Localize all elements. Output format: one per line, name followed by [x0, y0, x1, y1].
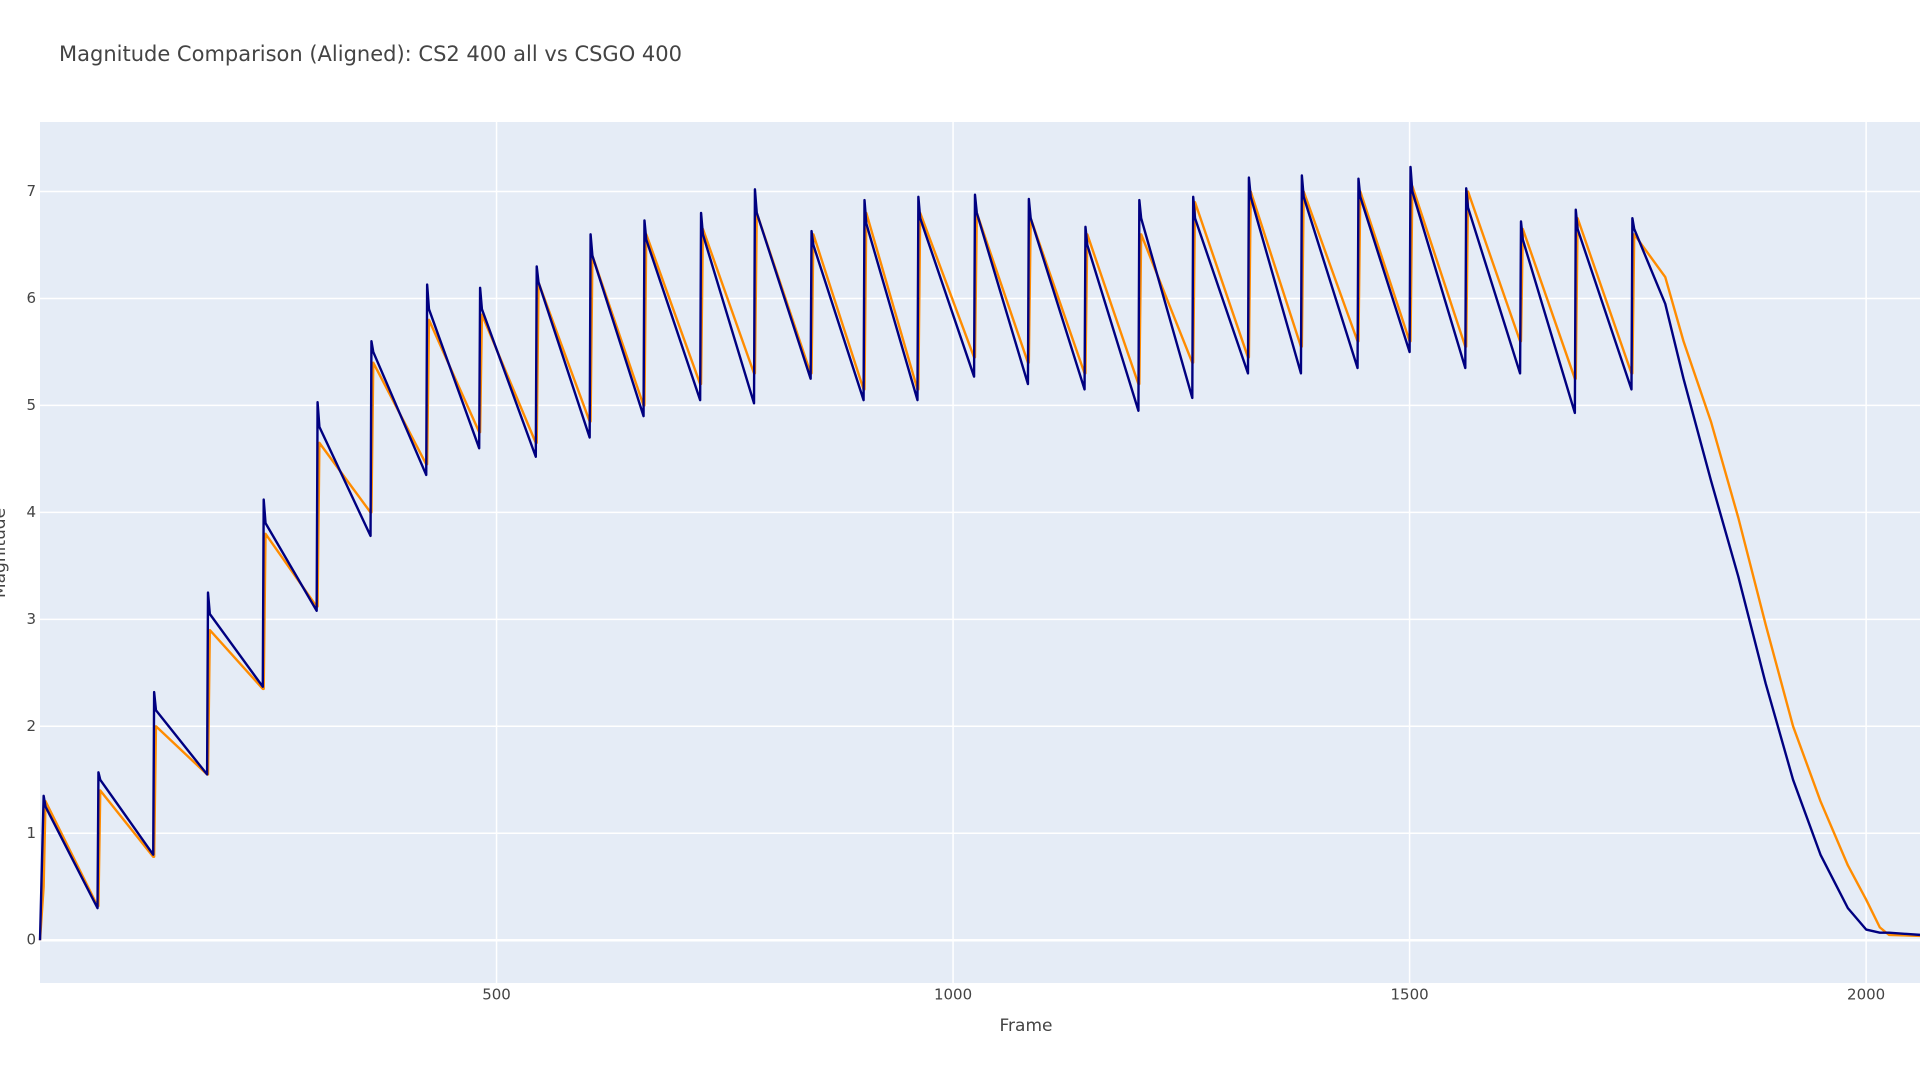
y-tick-label: 0: [26, 931, 36, 949]
labels: 500 1000 1500 2000 0 1 2 3 4 5 6 7: [26, 182, 1885, 1003]
x-tick-label: 500: [482, 986, 511, 1004]
series-line: [38, 165, 1920, 941]
y-tick-label: 4: [26, 503, 36, 521]
y-tick-label: 6: [26, 289, 36, 307]
y-tick-label: 1: [26, 824, 36, 842]
y-tick-label: 5: [26, 396, 36, 414]
plot-background: [40, 122, 1920, 983]
chart-title: Magnitude Comparison (Aligned): CS2 400 …: [59, 42, 682, 66]
grid: [40, 122, 1920, 983]
x-tick-label: 1500: [1391, 986, 1429, 1004]
y-tick-label: 3: [26, 610, 36, 628]
x-tick-label: 1000: [934, 986, 972, 1004]
x-axis-title: Frame: [1000, 1016, 1053, 1036]
y-tick-label: 2: [26, 717, 36, 735]
y-tick-label: 7: [26, 182, 36, 200]
y-axis-title: Magnitude: [0, 508, 10, 598]
lines: [38, 165, 1920, 941]
x-tick-label: 2000: [1847, 986, 1885, 1004]
